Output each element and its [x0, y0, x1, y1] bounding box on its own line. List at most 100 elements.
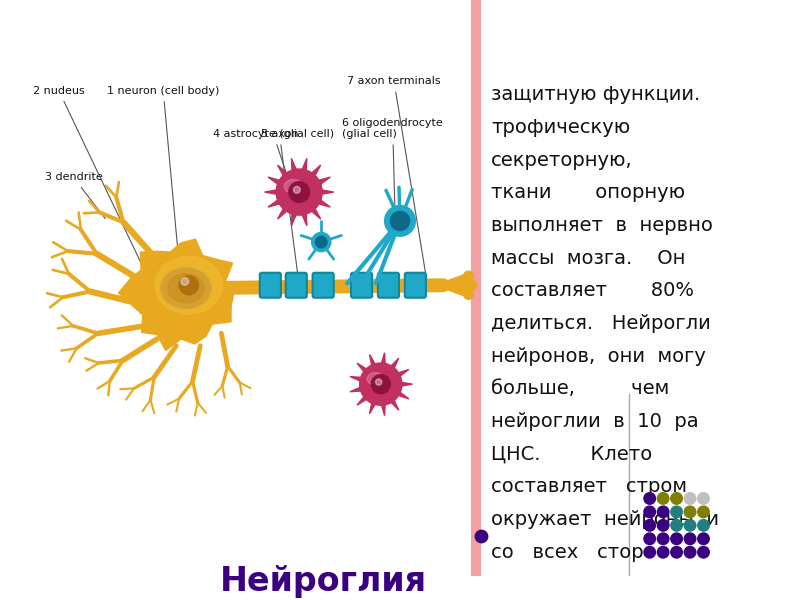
- Polygon shape: [315, 189, 334, 196]
- Polygon shape: [350, 385, 367, 392]
- Polygon shape: [291, 158, 299, 177]
- Polygon shape: [312, 177, 330, 188]
- Ellipse shape: [155, 256, 222, 314]
- Ellipse shape: [284, 179, 302, 193]
- Ellipse shape: [161, 268, 211, 308]
- Text: нейроглии  в  10  ра: нейроглии в 10 ра: [491, 412, 699, 431]
- Polygon shape: [265, 189, 283, 196]
- Circle shape: [658, 506, 669, 518]
- Circle shape: [698, 506, 710, 518]
- Circle shape: [671, 547, 682, 558]
- Circle shape: [671, 493, 682, 504]
- Polygon shape: [118, 239, 234, 350]
- Text: 4 astrocyte (glial cell): 4 astrocyte (glial cell): [213, 129, 334, 194]
- Polygon shape: [357, 363, 372, 377]
- Circle shape: [658, 493, 669, 504]
- Circle shape: [671, 506, 682, 518]
- Circle shape: [294, 187, 300, 193]
- FancyBboxPatch shape: [378, 273, 399, 298]
- Text: 6 oligodendrocyte
(glial cell): 6 oligodendrocyte (glial cell): [342, 118, 443, 218]
- Circle shape: [276, 169, 322, 215]
- Circle shape: [375, 379, 382, 385]
- Text: составляет   стром: составляет стром: [491, 478, 687, 496]
- Polygon shape: [370, 355, 378, 371]
- Text: 7 axon terminals: 7 axon terminals: [347, 76, 441, 290]
- Point: [474, 531, 487, 541]
- Circle shape: [658, 533, 669, 545]
- Polygon shape: [380, 353, 386, 370]
- Text: больше,         чем: больше, чем: [491, 379, 670, 398]
- FancyBboxPatch shape: [286, 273, 307, 298]
- Text: делиться.   Нейрогли: делиться. Нейрогли: [491, 314, 711, 333]
- Text: ЦНС.        Клето: ЦНС. Клето: [491, 445, 653, 464]
- Circle shape: [459, 284, 469, 293]
- FancyBboxPatch shape: [260, 273, 281, 298]
- Polygon shape: [299, 158, 307, 177]
- Circle shape: [698, 520, 710, 531]
- Text: со   всех   сторо: со всех сторо: [491, 542, 656, 562]
- Circle shape: [467, 280, 477, 290]
- FancyBboxPatch shape: [313, 273, 334, 298]
- Polygon shape: [312, 196, 330, 207]
- Circle shape: [671, 533, 682, 545]
- Circle shape: [658, 520, 669, 531]
- Circle shape: [684, 493, 696, 504]
- Circle shape: [684, 506, 696, 518]
- Circle shape: [312, 232, 331, 251]
- Circle shape: [390, 211, 410, 230]
- Polygon shape: [393, 388, 409, 399]
- Circle shape: [698, 547, 710, 558]
- Polygon shape: [291, 207, 299, 226]
- Circle shape: [644, 533, 655, 545]
- Circle shape: [385, 206, 415, 236]
- FancyBboxPatch shape: [405, 273, 426, 298]
- Circle shape: [698, 493, 710, 504]
- Text: выполняет  в  нервно: выполняет в нервно: [491, 216, 713, 235]
- Text: 1 neuron (cell body): 1 neuron (cell body): [107, 86, 219, 314]
- Text: 3 dendrite: 3 dendrite: [45, 172, 106, 218]
- Polygon shape: [387, 395, 398, 410]
- Circle shape: [698, 533, 710, 545]
- Circle shape: [464, 271, 474, 281]
- Polygon shape: [278, 203, 292, 219]
- Circle shape: [684, 520, 696, 531]
- Circle shape: [315, 236, 327, 248]
- Circle shape: [181, 278, 189, 285]
- Polygon shape: [306, 203, 321, 219]
- Circle shape: [671, 520, 682, 531]
- Polygon shape: [278, 165, 292, 182]
- Ellipse shape: [367, 373, 384, 385]
- FancyBboxPatch shape: [351, 273, 372, 298]
- Text: трофическую: трофическую: [491, 118, 630, 137]
- Polygon shape: [350, 377, 367, 383]
- Circle shape: [464, 290, 474, 299]
- Polygon shape: [395, 381, 413, 387]
- Circle shape: [684, 547, 696, 558]
- Circle shape: [684, 533, 696, 545]
- Circle shape: [644, 520, 655, 531]
- Polygon shape: [306, 165, 321, 182]
- Text: 5 axon: 5 axon: [261, 129, 298, 283]
- Circle shape: [179, 275, 198, 295]
- Text: составляет       80%: составляет 80%: [491, 281, 694, 301]
- Circle shape: [644, 493, 655, 504]
- Circle shape: [289, 182, 310, 202]
- Polygon shape: [268, 196, 286, 207]
- Polygon shape: [370, 397, 378, 414]
- Circle shape: [459, 277, 469, 287]
- Polygon shape: [357, 392, 372, 405]
- Polygon shape: [268, 177, 286, 188]
- Text: 2 nudeus: 2 nudeus: [33, 86, 158, 300]
- Text: Нейроглия: Нейроглия: [220, 565, 426, 598]
- Text: защитную функции.: защитную функции.: [491, 85, 701, 104]
- Text: массы  мозга.    Он: массы мозга. Он: [491, 249, 686, 268]
- Text: окружает  нейроны  и: окружает нейроны и: [491, 510, 719, 529]
- Polygon shape: [393, 370, 409, 380]
- FancyBboxPatch shape: [471, 0, 481, 576]
- Circle shape: [644, 506, 655, 518]
- Circle shape: [658, 547, 669, 558]
- Polygon shape: [299, 207, 307, 226]
- Circle shape: [360, 363, 402, 405]
- Text: нейронов,  они  могу: нейронов, они могу: [491, 347, 706, 366]
- Ellipse shape: [167, 274, 204, 302]
